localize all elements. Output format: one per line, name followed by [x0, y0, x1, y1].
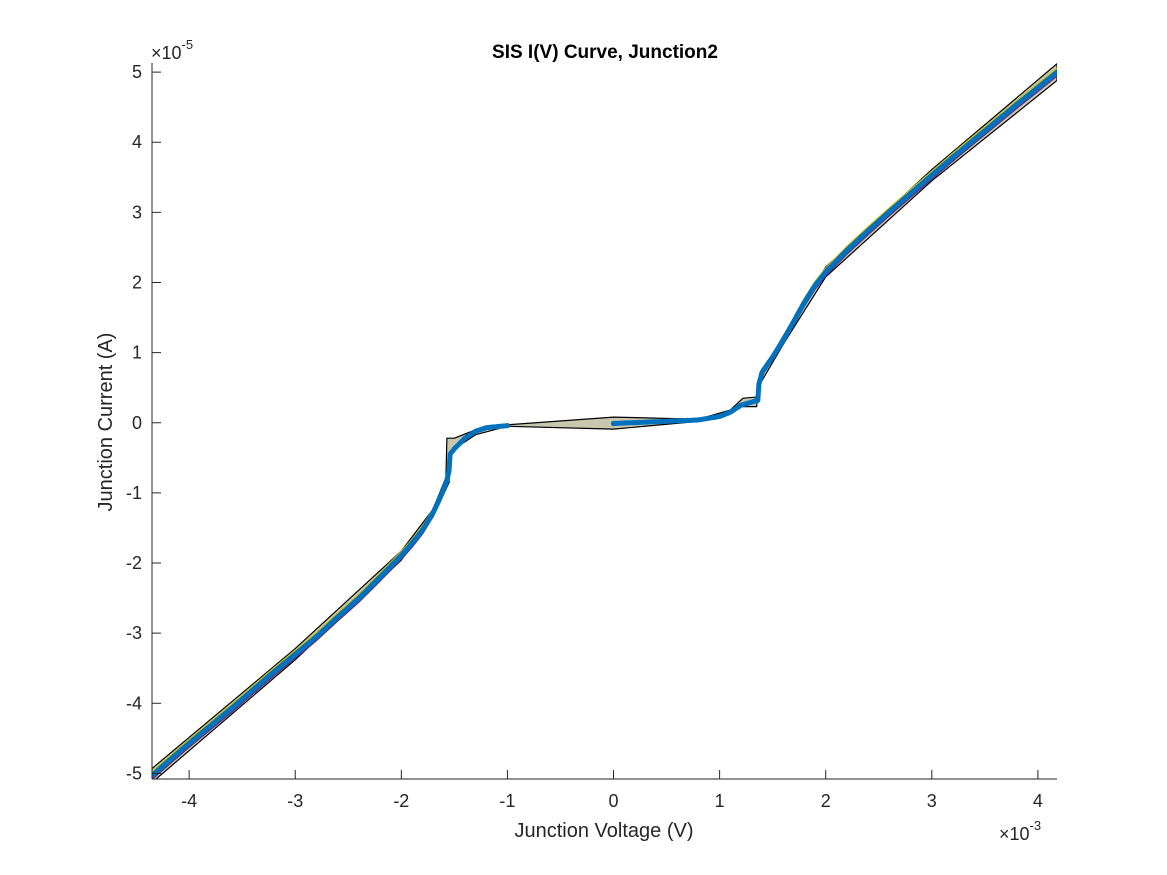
y-tick-label: 4 — [132, 132, 142, 152]
x-tick-label: -3 — [287, 791, 303, 811]
x-tick-label: -4 — [181, 791, 197, 811]
y-tick-label: -3 — [126, 623, 142, 643]
x-tick-label: -1 — [499, 791, 515, 811]
x-exponent-base: ×10 — [999, 824, 1030, 844]
x-tick-label: -2 — [393, 791, 409, 811]
y-tick-label: 2 — [132, 272, 142, 292]
y-tick-label: 5 — [132, 62, 142, 82]
y-exponent-power: -5 — [182, 37, 194, 52]
y-tick-label: -4 — [126, 693, 142, 713]
y-axis-label: Junction Current (A) — [95, 333, 117, 512]
y-tick-label: 0 — [132, 413, 142, 433]
y-tick-label: 3 — [132, 202, 142, 222]
axes: -4 -3 -2 -1 0 1 2 3 4 -5 -4 -3 -2 -1 0 1 2 3 4 5 — [126, 62, 1057, 811]
data-point — [504, 423, 510, 429]
data-point — [610, 420, 617, 427]
x-tick-label: 3 — [927, 791, 937, 811]
fit-line-purple-neg — [152, 516, 434, 779]
x-axis-label: Junction Voltage (V) — [515, 820, 694, 842]
y-tick-label: 1 — [132, 343, 142, 363]
y-tick-label: -5 — [126, 763, 142, 783]
x-tick-label: 1 — [715, 791, 725, 811]
x-tick-label: 0 — [609, 791, 619, 811]
y-exponent-base: ×10 — [151, 43, 182, 63]
x-exponent-power: -3 — [1030, 818, 1042, 833]
x-tick-label: 4 — [1033, 791, 1043, 811]
data-point — [1054, 69, 1057, 75]
plot-content — [152, 63, 1057, 779]
y-tick-label: -1 — [126, 483, 142, 503]
x-axis-exponent: ×10-3 — [999, 818, 1041, 844]
fit-line-yellow-neg — [152, 508, 434, 772]
x-tick-label: 2 — [821, 791, 831, 811]
y-axis-exponent: ×10-5 — [151, 37, 193, 63]
y-tick-label: -2 — [126, 553, 142, 573]
chart-title: SIS I(V) Curve, Junction2 — [492, 42, 718, 63]
plot-area — [152, 63, 1057, 779]
